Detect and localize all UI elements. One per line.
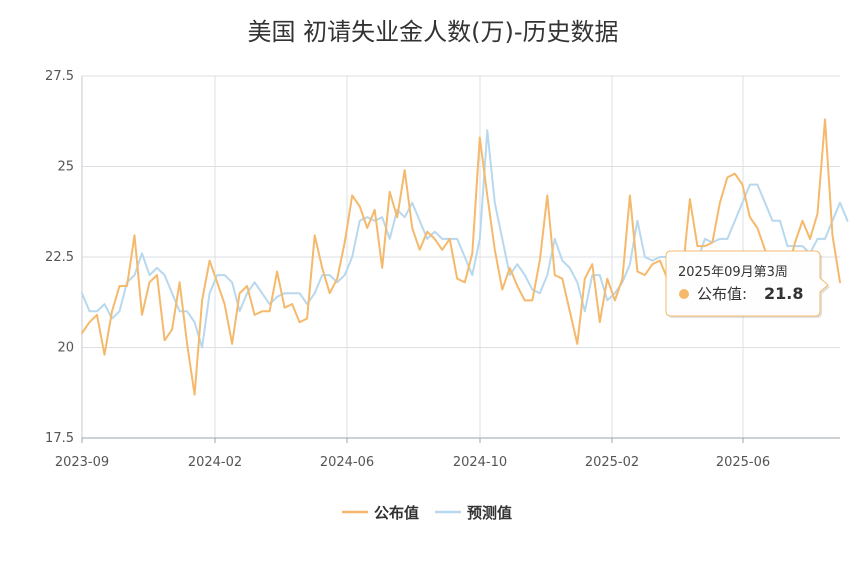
tooltip-marker [679,289,689,299]
legend-label: 预测值 [467,504,512,522]
legend-label: 公布值 [374,504,419,522]
legend-item-1[interactable]: 预测值 [435,504,512,522]
series-line-1[interactable] [81,129,849,349]
x-tick-label: 2024-06 [320,455,374,470]
y-tick-label: 17.5 [45,431,74,446]
x-tick-label: 2025-06 [716,455,770,470]
x-tick-label: 2024-10 [453,455,507,470]
x-tick-label: 2025-02 [585,455,639,470]
plot-area[interactable] [81,118,849,396]
y-tick-label: 25 [57,160,74,175]
x-tick-label: 2024-02 [188,455,242,470]
tooltip-title: 2025年09月第3周 [678,265,788,280]
x-tick-label: 2023-09 [55,455,109,470]
tooltip-series-name: 公布值: [697,285,747,303]
y-tick-label: 27.5 [45,69,74,84]
legend: 公布值 预测值 [342,504,512,522]
axes: 17.5 20 22.5 25 27.5 2023-09 2024-02 2024-06 202… [45,69,840,470]
series-line-0[interactable] [81,118,841,396]
tooltip-frame [665,250,829,317]
y-tick-label: 22.5 [45,250,74,265]
chart-title: 美国 初请失业金人数(万)-历史数据 [247,18,618,46]
y-tick-label: 20 [57,341,74,356]
legend-item-0[interactable]: 公布值 [342,504,419,522]
tooltip-value: 21.8 [764,284,803,303]
